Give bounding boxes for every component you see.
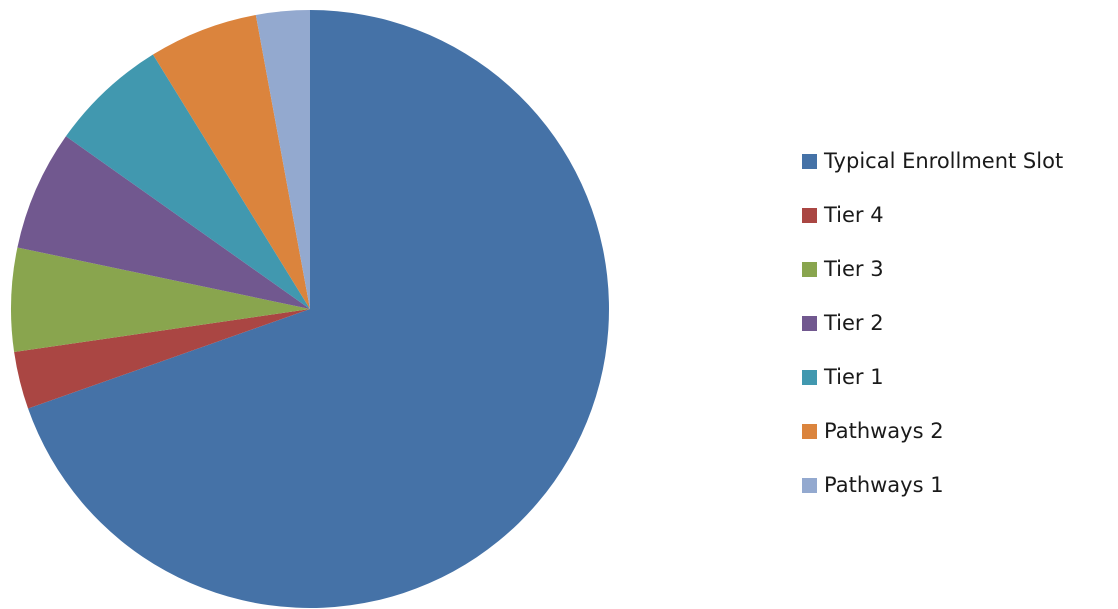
legend-swatch	[802, 207, 817, 223]
legend-item-tier-4: Tier 4	[802, 188, 1063, 242]
legend-label: Tier 2	[824, 311, 884, 335]
legend-label: Tier 3	[824, 257, 884, 281]
legend-item-tier-1: Tier 1	[802, 350, 1063, 404]
legend-label: Tier 1	[824, 365, 884, 389]
legend-item-tier-2: Tier 2	[802, 296, 1063, 350]
legend-item-pathways-2: Pathways 2	[802, 404, 1063, 458]
pie-plot-area	[11, 10, 610, 608]
legend-swatch	[802, 261, 817, 277]
pie-slice-tier-3	[11, 247, 311, 353]
legend-label: Pathways 1	[824, 473, 944, 497]
legend-label: Tier 4	[824, 203, 884, 227]
pie-slice-typical-enrollment-slot	[28, 10, 610, 608]
pie-slice-tier-1	[65, 54, 310, 309]
pie-slice-tier-4	[14, 309, 311, 409]
legend-swatch	[802, 477, 817, 493]
pie-slice-pathways-1	[255, 10, 310, 309]
pie-slice-pathways-2	[152, 14, 310, 309]
pie-slice-tier-2	[17, 136, 311, 309]
chart-legend: Typical Enrollment Slot Tier 4 Tier 3 Tier …	[802, 134, 1063, 512]
legend-item-tier-3: Tier 3	[802, 242, 1063, 296]
legend-label: Typical Enrollment Slot	[824, 149, 1064, 173]
legend-item-pathways-1: Pathways 1	[802, 458, 1063, 512]
legend-label: Pathways 2	[824, 419, 944, 443]
legend-swatch	[802, 423, 817, 439]
legend-swatch	[802, 315, 817, 331]
legend-swatch	[802, 369, 817, 385]
legend-swatch	[802, 153, 817, 169]
legend-item-typical-enrollment-slot: Typical Enrollment Slot	[802, 134, 1063, 188]
